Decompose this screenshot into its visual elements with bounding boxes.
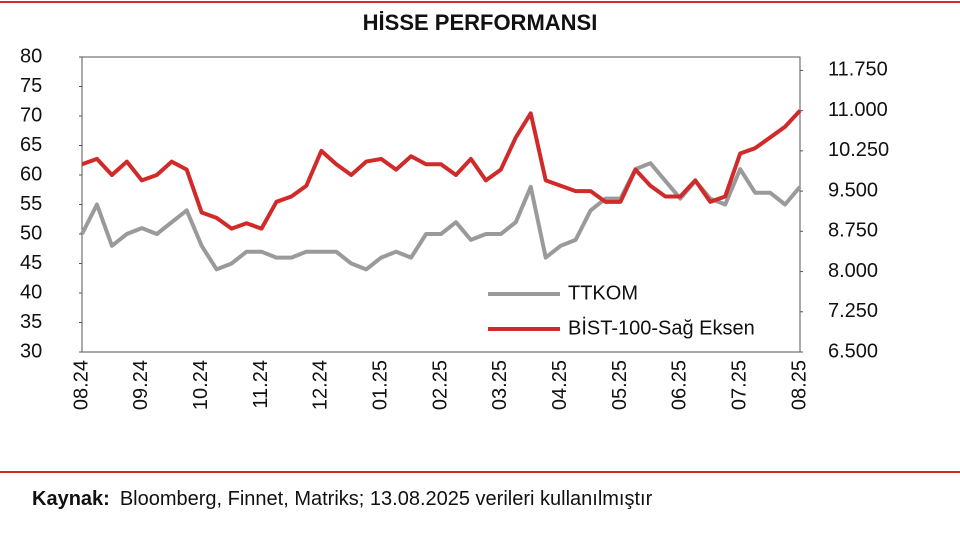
- y2-tick-label: 9.500: [828, 179, 878, 201]
- y2-tick-label: 8.750: [828, 220, 878, 242]
- x-tick-label: 07.25: [728, 360, 750, 410]
- x-tick-label: 12.24: [310, 360, 332, 410]
- y-tick-label: 30: [20, 340, 42, 362]
- chart-title: HİSSE PERFORMANSI: [363, 10, 598, 35]
- y-tick-label: 75: [20, 75, 42, 97]
- y2-tick-label: 8.000: [828, 260, 878, 282]
- y2-tick-label: 6.500: [828, 340, 878, 362]
- y-tick-label: 55: [20, 193, 42, 215]
- series-line: [80, 161, 802, 272]
- y-tick-label: 40: [20, 281, 42, 303]
- y-tick-label: 65: [20, 134, 42, 156]
- plot-frame: [81, 56, 801, 353]
- y-tick-label: 70: [20, 104, 42, 126]
- y2-tick-label: 7.250: [828, 300, 878, 322]
- y-tick-label: 50: [20, 222, 42, 244]
- series-line: [81, 109, 802, 231]
- footer: Kaynak: Bloomberg, Finnet, Matriks; 13.08…: [32, 488, 653, 510]
- y-tick-label: 60: [20, 163, 42, 185]
- x-tick-label: 10.24: [190, 360, 212, 410]
- x-tick-label: 04.25: [549, 360, 571, 410]
- y2-tick-label: 10.250: [828, 139, 889, 161]
- footer-label: Kaynak:: [32, 488, 110, 510]
- x-tick-label: 02.25: [429, 360, 451, 410]
- legend-label: TTKOM: [568, 282, 638, 304]
- x-tick-label: 05.25: [609, 360, 631, 410]
- legend-label: BİST-100-Sağ Eksen: [568, 316, 755, 339]
- footer-text: Bloomberg, Finnet, Matriks; 13.08.2025 v…: [120, 488, 653, 510]
- x-tick-label: 08.24: [70, 360, 92, 410]
- y-tick-label: 80: [20, 45, 42, 67]
- y2-tick-label: 11.750: [828, 59, 888, 81]
- x-tick-label: 01.25: [369, 360, 391, 410]
- y-tick-label: 45: [20, 252, 42, 274]
- x-tick-label: 06.25: [669, 360, 691, 410]
- x-tick-label: 11.24: [250, 360, 272, 409]
- y2-tick-label: 11.000: [828, 99, 888, 121]
- x-tick-label: 08.25: [788, 360, 810, 410]
- x-tick-label: 09.24: [130, 360, 152, 410]
- x-tick-label: 03.25: [489, 360, 511, 410]
- y-tick-label: 35: [20, 311, 42, 333]
